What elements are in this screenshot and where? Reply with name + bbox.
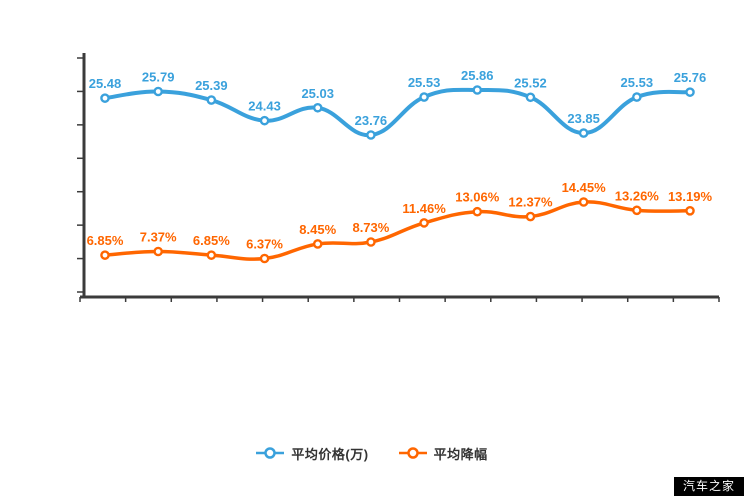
- data-point-label: 11.46%: [402, 201, 446, 216]
- legend-label-discount: 平均降幅: [433, 446, 488, 462]
- data-point-label: 13.19%: [668, 189, 713, 204]
- data-point[interactable]: [100, 93, 110, 103]
- data-point[interactable]: [525, 92, 536, 103]
- data-point-label: 13.26%: [615, 188, 660, 203]
- data-point-label: 6.37%: [246, 237, 283, 252]
- data-point-label: 23.76: [355, 113, 388, 128]
- data-point[interactable]: [472, 206, 483, 217]
- data-point-label: 25.52: [514, 75, 547, 90]
- data-point-label: 8.45%: [299, 222, 336, 237]
- data-point[interactable]: [685, 206, 695, 216]
- data-point-label: 7.37%: [140, 230, 177, 245]
- data-point[interactable]: [206, 250, 217, 260]
- data-point-label: 24.43: [248, 99, 281, 114]
- data-point[interactable]: [206, 95, 217, 105]
- data-point-label: 8.73%: [352, 220, 389, 235]
- data-point-label: 14.45%: [562, 180, 607, 195]
- data-point-label: 23.85: [567, 111, 600, 126]
- data-point-label: 25.86: [461, 68, 494, 83]
- data-point-label: 13.06%: [455, 190, 500, 205]
- data-point[interactable]: [632, 92, 642, 102]
- data-point[interactable]: [419, 92, 429, 102]
- data-point-label: 25.48: [89, 76, 122, 91]
- data-point[interactable]: [100, 250, 110, 260]
- trend-chart: 25.48 25.79 25.39 24.43 25.03 23.76 25.53 25.86…: [77, 53, 720, 302]
- legend-label-price: 平均价格(万): [291, 446, 369, 462]
- price-series: 25.48 25.79 25.39 24.43 25.03 23.76 25.53 25.86…: [89, 68, 707, 140]
- autohome-watermark-logo: 汽车之家: [673, 477, 744, 496]
- data-point-label: 25.53: [621, 75, 654, 90]
- data-point[interactable]: [259, 253, 270, 264]
- chart-legend: 平均价格(万) 平均降幅: [0, 441, 744, 465]
- data-point[interactable]: [153, 246, 163, 257]
- data-point[interactable]: [312, 239, 323, 249]
- data-point-label: 25.53: [408, 75, 441, 90]
- data-point-label: 6.85%: [193, 233, 230, 248]
- legend-item-price[interactable]: 平均价格(万): [256, 444, 368, 463]
- data-point-label: 12.37%: [508, 195, 553, 210]
- data-point[interactable]: [685, 87, 695, 97]
- series-line: [103, 200, 692, 261]
- discount-series-marker-icon: [398, 447, 427, 459]
- data-point[interactable]: [472, 85, 483, 95]
- data-point[interactable]: [419, 218, 429, 228]
- data-point[interactable]: [153, 86, 163, 97]
- data-point-label: 25.39: [195, 78, 228, 93]
- data-point[interactable]: [366, 130, 376, 140]
- data-point-label: 25.79: [142, 70, 175, 85]
- data-point[interactable]: [578, 197, 589, 207]
- data-point[interactable]: [259, 115, 270, 126]
- data-point-label: 25.03: [301, 86, 334, 101]
- axes: [77, 53, 720, 302]
- data-point[interactable]: [312, 102, 323, 113]
- data-point[interactable]: [632, 205, 642, 216]
- data-point[interactable]: [525, 211, 536, 222]
- legend-item-discount[interactable]: 平均降幅: [398, 444, 488, 463]
- data-point-label: 6.85%: [87, 233, 124, 248]
- discount-series: 6.85% 7.37% 6.85% 6.37% 8.45% 8.73% 11.46% 13.0…: [87, 180, 713, 264]
- price-series-marker-icon: [256, 447, 285, 459]
- series-line: [103, 87, 692, 138]
- data-point[interactable]: [366, 237, 376, 247]
- data-point[interactable]: [578, 128, 589, 138]
- data-point-label: 25.76: [674, 70, 707, 85]
